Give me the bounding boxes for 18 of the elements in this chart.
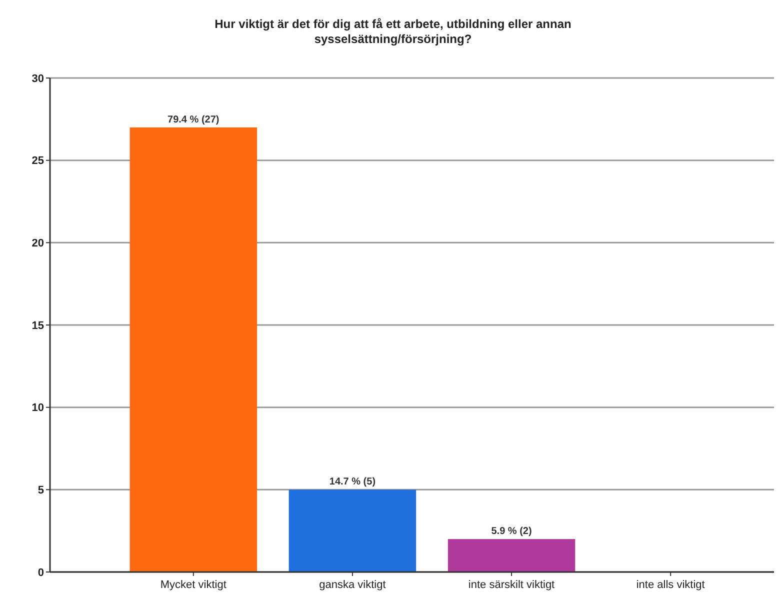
y-tick-label: 5	[38, 484, 44, 497]
y-tick-label: 10	[32, 402, 44, 414]
data-label: 14.7 % (5)	[329, 476, 376, 488]
y-tick-label: 30	[32, 72, 44, 85]
data-label: 5.9 % (2)	[491, 526, 532, 538]
y-tick-label: 0	[38, 566, 44, 579]
x-tick-label: Mycket viktigt	[160, 579, 226, 591]
x-tick-label: ganska viktigt	[319, 579, 386, 591]
x-tick-label: inte alls viktigt	[636, 579, 705, 591]
x-tick-label: inte särskilt viktigt	[468, 579, 555, 591]
y-tick-label: 20	[32, 238, 44, 250]
bar	[448, 539, 576, 572]
chart-title: Hur viktigt är det för dig att få ett arbete, utbildning eller annan sysselsättning/försörjning?	[214, 17, 572, 46]
y-tick-label: 15	[32, 320, 44, 332]
y-tick-label: 25	[32, 155, 44, 168]
data-label: 79.4 % (27)	[168, 114, 220, 126]
bar	[130, 127, 258, 572]
bar	[288, 490, 416, 572]
